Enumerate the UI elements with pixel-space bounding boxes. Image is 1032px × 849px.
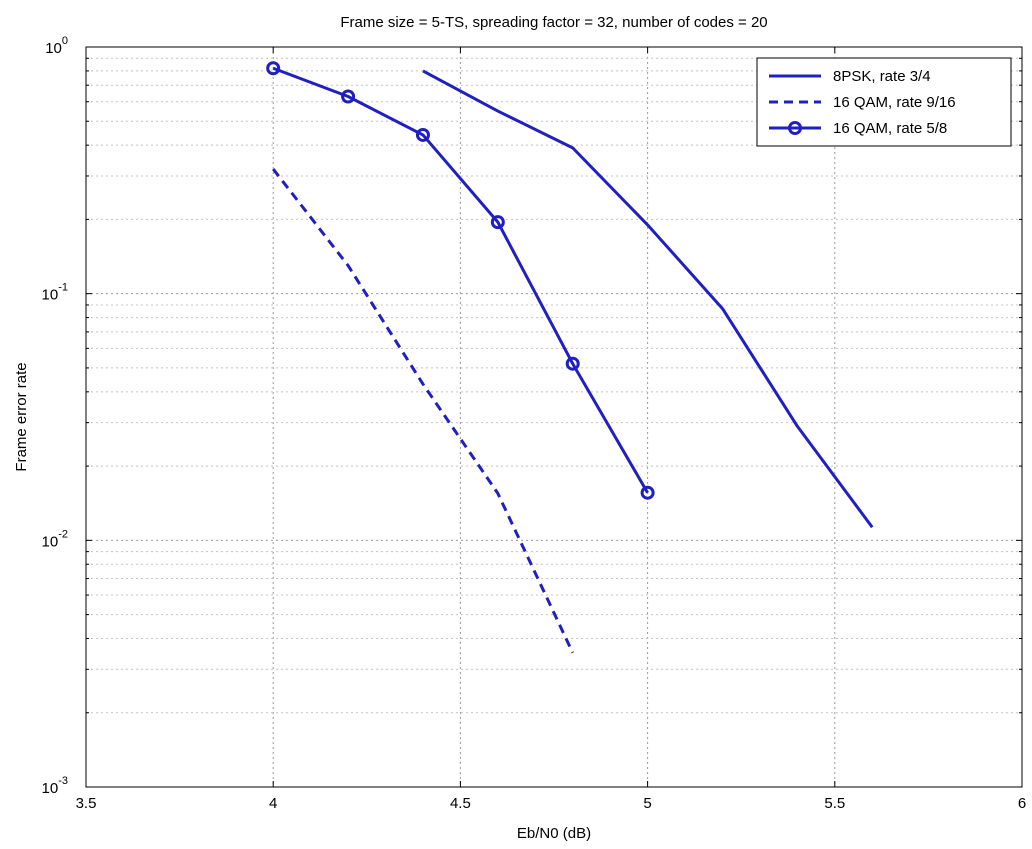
legend-label-1: 8PSK, rate 3/4 [833,68,931,85]
x-tick-label: 6 [1018,795,1026,812]
data-point-marker [565,356,580,371]
data-point-marker [490,215,505,230]
plot-frame [85,46,1023,788]
y-axis-label: Frame error rate [13,362,30,471]
x-tick-label: 4 [269,795,277,812]
data-point-marker [266,61,281,76]
data-point-marker [341,89,356,104]
legend-label-3: 16 QAM, rate 5/8 [833,120,947,137]
y-tick-label: 10-3 [42,775,68,797]
data-point-marker [415,127,430,142]
x-tick-label: 4.5 [450,795,471,812]
legend: 8PSK, rate 3/4 16 QAM, rate 9/16 16 QAM, r… [756,57,1012,147]
y-tick-label: 100 [45,35,68,57]
x-axis-label: Eb/N0 (dB) [517,825,591,842]
series-lines [266,61,874,654]
grid [86,47,1022,787]
legend-label-2: 16 QAM, rate 9/16 [833,94,956,111]
series-line-2 [272,168,575,654]
x-tick-label: 5.5 [824,795,845,812]
series-line-3 [272,66,649,494]
series-line-1 [422,69,874,529]
y-tick-label: 10-2 [42,528,68,550]
data-point-marker [640,485,655,500]
legend-marker [788,121,802,135]
axis-ticks: 3.5 4 4.5 5 5.5 6 100 10-1 10-2 10-3 [42,35,1027,812]
x-tick-label: 5 [643,795,651,812]
chart-title: Frame size = 5-TS, spreading factor = 32… [340,14,767,31]
y-tick-label: 10-1 [42,282,68,304]
x-tick-label: 3.5 [76,795,97,812]
